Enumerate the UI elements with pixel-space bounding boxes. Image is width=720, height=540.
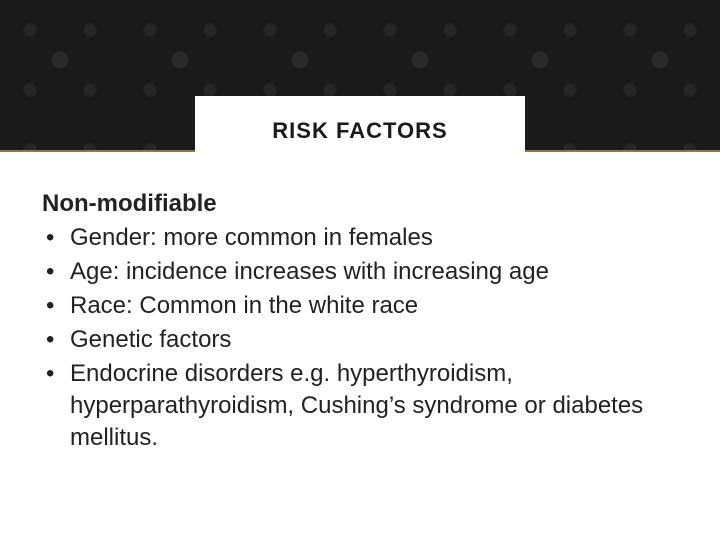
- title-box: RISK FACTORS: [195, 96, 525, 166]
- slide-title: RISK FACTORS: [272, 118, 447, 144]
- list-item: Gender: more common in females: [42, 222, 678, 254]
- list-item: Endocrine disorders e.g. hyperthyroidism…: [42, 358, 678, 454]
- list-item: Race: Common in the white race: [42, 290, 678, 322]
- content-area: Non-modifiable Gender: more common in fe…: [42, 190, 678, 456]
- subheading: Non-modifiable: [42, 190, 678, 218]
- list-item: Genetic factors: [42, 324, 678, 356]
- list-item: Age: incidence increases with increasing…: [42, 256, 678, 288]
- bullet-list: Gender: more common in females Age: inci…: [42, 222, 678, 454]
